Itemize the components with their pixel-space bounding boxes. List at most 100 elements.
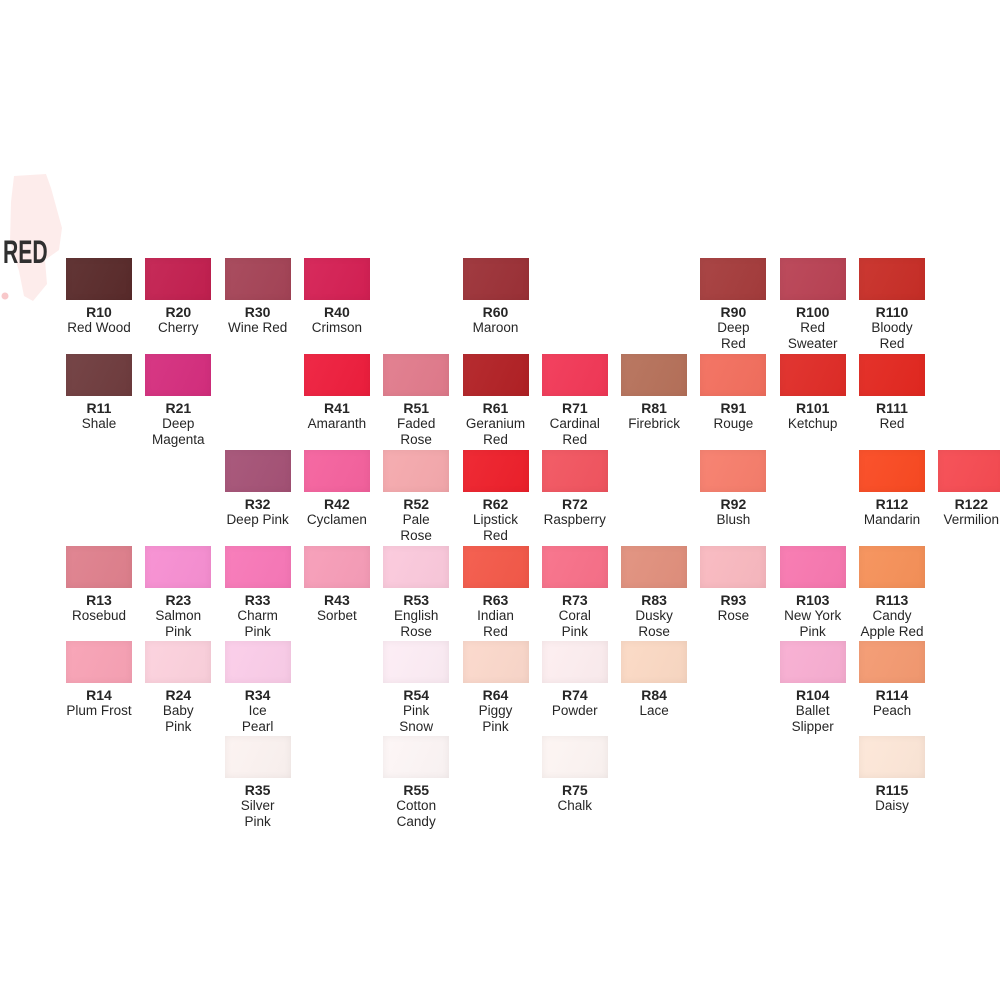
swatch-code: R32 [244,496,271,512]
swatch-name: Deep Red [717,320,750,351]
swatch-cell-r35: R35 Silver Pink [224,736,291,829]
swatch-cell-r92: R92 Blush [700,450,767,528]
color-swatch [383,641,450,683]
swatch-cell-r51: R51 Faded Rose [383,354,450,447]
swatch-name: Lipstick Red [472,512,518,543]
swatch-code: R92 [720,496,747,512]
swatch-name: Coral Pink [558,608,591,639]
swatch-code: R43 [324,592,350,608]
color-swatch [700,354,767,396]
swatch-name: Shale [81,416,117,431]
color-swatch [621,354,688,396]
color-swatch [938,450,1000,492]
swatch-cell-r60: R60 Maroon [462,258,529,336]
swatch-cell-r32: R32 Deep Pink [224,450,291,528]
swatch-code: R24 [165,687,192,703]
color-swatch [700,450,767,492]
swatch-name: Red [879,416,905,431]
color-swatch [541,736,608,778]
color-swatch [779,546,846,588]
swatch-code: R90 [720,304,747,320]
swatch-code: R21 [165,400,192,416]
swatch-code: R60 [482,304,509,320]
swatch-cell-r83: R83 Dusky Rose [621,546,688,639]
color-swatch [462,546,529,588]
swatch-code: R122 [954,496,989,512]
swatch-code: R72 [561,496,588,512]
swatch-code: R111 [876,400,908,416]
swatch-name: Deep Magenta [152,416,205,447]
swatch-name: Mandarin [863,512,921,527]
swatch-cell-r111: R111 Red [859,354,925,432]
swatch-name: Sorbet [317,608,357,623]
color-swatch [66,546,132,588]
swatch-cell-r42: R42 Cyclamen [303,450,370,528]
color-swatch [859,641,925,683]
swatch-name: Crimson [311,320,363,335]
swatch-name: Charm Pink [237,608,278,639]
swatch-code: R74 [561,687,588,703]
swatch-name: Plum Frost [66,703,132,718]
swatch-name: Pink Snow [399,703,434,734]
color-swatch [859,450,925,492]
swatch-code: R91 [720,400,747,416]
swatch-cell-r104: R104 Ballet Slipper [779,641,846,734]
color-swatch [462,641,529,683]
swatch-name: Red Sweater [787,320,838,351]
color-swatch [859,546,925,588]
swatch-name: Dusky Rose [635,608,673,639]
swatch-cell-r14: R14 Plum Frost [66,641,132,719]
swatch-cell-r113: R113 Candy Apple Red [859,546,925,639]
swatch-name: Rose [717,608,750,623]
color-swatch [383,546,450,588]
swatch-cell-r20: R20 Cherry [145,258,212,336]
swatch-cell-r110: R110 Bloody Red [859,258,925,351]
color-swatch [224,450,291,492]
color-swatch [383,736,450,778]
color-swatch [462,450,529,492]
swatch-code: R23 [165,592,192,608]
swatch-name: Lace [639,703,669,718]
swatch-name: Ice Pearl [241,703,274,734]
swatch-cell-r33: R33 Charm Pink [224,546,291,639]
swatch-name: Silver Pink [240,798,275,829]
color-swatch [383,450,450,492]
swatch-code: R71 [561,400,588,416]
swatch-name: Piggy Pink [478,703,513,734]
swatch-code: R34 [244,687,271,703]
swatch-name: Powder [551,703,598,718]
color-swatch [224,641,291,683]
swatch-name: Vermilion [943,512,1000,527]
swatch-code: R101 [795,400,830,416]
swatch-code: R35 [244,782,271,798]
color-swatch [541,546,608,588]
color-swatch [541,450,608,492]
category-title: RED [3,234,48,270]
swatch-cell-r61: R61 Geranium Red [462,354,529,447]
color-swatch [779,258,846,300]
swatch-name: Raspberry [543,512,606,527]
swatch-cell-r112: R112 Mandarin [859,450,925,528]
swatch-code: R100 [795,304,830,320]
swatch-cell-r13: R13 Rosebud [66,546,132,624]
swatch-code: R114 [875,687,909,703]
swatch-cell-r81: R81 Firebrick [621,354,688,432]
swatch-name: Ballet Slipper [791,703,834,734]
swatch-cell-r122: R122 Vermilion [938,450,1000,528]
swatch-cell-r40: R40 Crimson [303,258,370,336]
swatch-name: Daisy [875,798,909,813]
swatch-cell-r72: R72 Raspberry [541,450,608,528]
swatch-cell-r11: R11 Shale [66,354,132,432]
swatch-code: R51 [403,400,430,416]
swatch-code: R30 [244,304,271,320]
swatch-cell-r21: R21 Deep Magenta [145,354,212,447]
swatch-name: Deep Pink [226,512,289,527]
swatch-name: Faded Rose [397,416,436,447]
color-swatch [779,641,846,683]
color-swatch [145,354,212,396]
swatch-cell-r114: R114 Peach [859,641,925,719]
swatch-code: R73 [561,592,588,608]
swatch-name: Cyclamen [306,512,367,527]
swatch-name: Rouge [713,416,754,431]
